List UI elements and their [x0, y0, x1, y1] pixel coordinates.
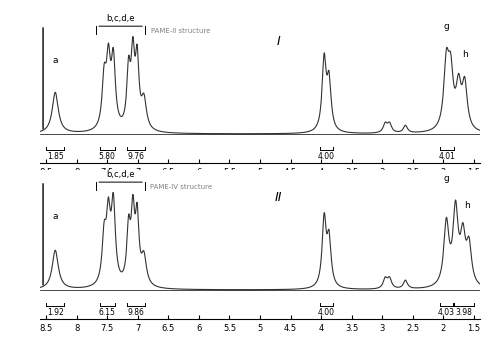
Text: 6.15: 6.15 — [99, 308, 116, 317]
Text: 1.85: 1.85 — [47, 153, 64, 161]
Text: h: h — [464, 201, 469, 210]
Text: 9.76: 9.76 — [128, 153, 144, 161]
Text: g: g — [444, 22, 450, 31]
Text: 4.01: 4.01 — [438, 153, 456, 161]
Text: h: h — [462, 51, 468, 59]
Text: 4.03: 4.03 — [438, 308, 455, 317]
Text: PAME-II structure: PAME-II structure — [151, 28, 210, 35]
Text: II: II — [274, 191, 282, 204]
Text: I: I — [276, 35, 280, 48]
Text: 5.80: 5.80 — [99, 153, 116, 161]
Text: b,c,d,e: b,c,d,e — [106, 170, 135, 179]
Text: 4.00: 4.00 — [318, 153, 335, 161]
Text: a: a — [52, 212, 58, 221]
Text: 4.00: 4.00 — [318, 308, 335, 317]
X-axis label: ppm: ppm — [249, 338, 271, 339]
Text: a: a — [52, 56, 58, 65]
Text: PAME-IV structure: PAME-IV structure — [150, 184, 212, 191]
Text: 3.98: 3.98 — [456, 308, 472, 317]
X-axis label: ppm: ppm — [249, 182, 271, 192]
Text: b,c,d,e: b,c,d,e — [106, 14, 135, 23]
Text: 1.92: 1.92 — [47, 308, 64, 317]
Text: g: g — [444, 174, 450, 183]
Text: 9.86: 9.86 — [128, 308, 144, 317]
